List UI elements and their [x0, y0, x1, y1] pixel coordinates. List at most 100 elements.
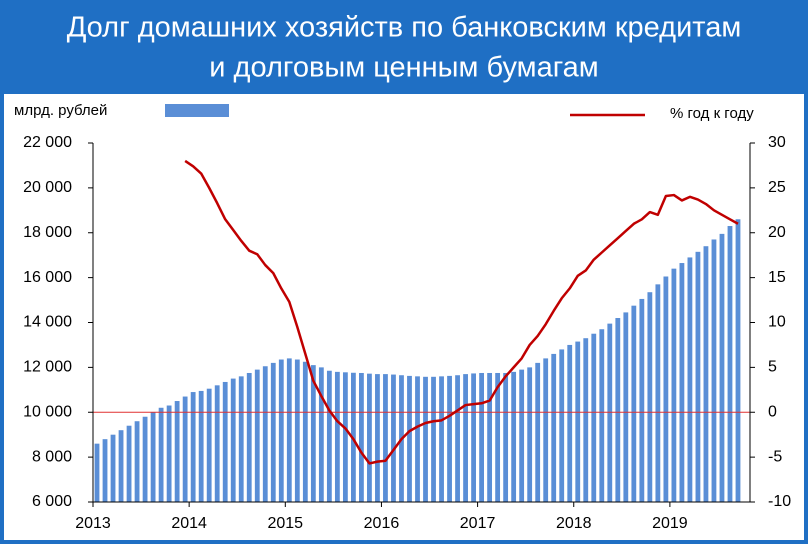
bar: [727, 226, 733, 503]
bar: [206, 388, 212, 502]
bar: [174, 401, 180, 502]
y-tick-label: 18 000: [23, 224, 72, 241]
bar: [367, 373, 372, 502]
bar: [118, 430, 124, 502]
bar: [190, 392, 196, 502]
bar: [647, 292, 653, 502]
chart-title: Долг домашних хозяйств по банковским кре…: [67, 12, 742, 44]
bar: [318, 367, 324, 502]
legend-swatch: [165, 104, 229, 117]
bar: [102, 439, 108, 502]
bar: [519, 369, 525, 502]
y2-tick-label: -10: [768, 493, 791, 510]
bar: [278, 359, 284, 502]
bar: [447, 375, 452, 502]
x-tick-label: 2018: [556, 515, 592, 532]
bar: [703, 246, 709, 502]
bar: [182, 396, 188, 502]
bar: [126, 425, 132, 502]
bar: [567, 344, 573, 502]
bar: [262, 366, 268, 502]
bar: [110, 434, 116, 502]
bar: [543, 358, 549, 502]
x-tick-label: 2019: [652, 515, 688, 532]
bar: [671, 268, 677, 502]
legend-label: млрд. рублей: [14, 102, 107, 119]
bar: [407, 375, 412, 502]
y2-tick-label: 5: [768, 359, 777, 376]
bar: [511, 371, 517, 502]
bar: [471, 373, 476, 502]
bar: [294, 359, 300, 502]
legend-label: % год к году: [670, 105, 754, 122]
bar: [591, 333, 597, 502]
bar: [663, 276, 669, 502]
bar: [150, 412, 156, 502]
bar: [679, 263, 685, 502]
x-tick-label: 2017: [460, 515, 496, 532]
bar: [254, 369, 260, 502]
y2-tick-label: 0: [768, 403, 777, 420]
bar: [94, 443, 100, 502]
bar: [310, 365, 316, 502]
bar: [383, 374, 388, 502]
bar: [575, 341, 581, 502]
bar: [286, 358, 292, 502]
bar: [599, 329, 605, 502]
bar: [527, 367, 533, 502]
bar: [735, 219, 741, 502]
bar: [222, 381, 228, 502]
y2-tick-label: 20: [768, 224, 786, 241]
bar: [583, 338, 589, 502]
bar: [431, 376, 436, 502]
bar: [423, 376, 428, 502]
bar: [142, 416, 148, 502]
bar: [455, 375, 460, 502]
bar: [391, 374, 396, 502]
y2-tick-label: 15: [768, 269, 786, 286]
x-tick-label: 2014: [171, 515, 207, 532]
y-tick-label: 6 000: [32, 493, 72, 510]
bar: [623, 312, 629, 502]
bar: [687, 257, 693, 502]
bar: [334, 371, 340, 502]
bar: [359, 372, 364, 502]
bar: [695, 251, 701, 502]
x-tick-label: 2016: [364, 515, 400, 532]
chart-title: и долговым ценным бумагам: [209, 52, 598, 84]
bar: [559, 349, 565, 502]
bar: [607, 323, 613, 502]
bar: [495, 372, 501, 502]
x-tick-label: 2015: [267, 515, 303, 532]
y-tick-label: 22 000: [23, 134, 72, 151]
y2-tick-label: 10: [768, 314, 786, 331]
line: [184, 159, 739, 465]
bar: [503, 372, 509, 502]
bar: [487, 372, 493, 502]
bar: [639, 298, 645, 502]
bar: [158, 407, 164, 502]
y-tick-label: 14 000: [23, 314, 72, 331]
bar: [134, 421, 140, 502]
bar: [535, 362, 541, 502]
bar: [214, 385, 220, 502]
bar: [302, 361, 308, 502]
y2-tick-label: 25: [768, 179, 786, 196]
bar: [655, 284, 661, 502]
bar: [631, 305, 637, 502]
bar: [342, 372, 348, 502]
y-tick-label: 12 000: [23, 359, 72, 376]
y-tick-label: 16 000: [23, 269, 72, 286]
y2-tick-label: -5: [768, 448, 782, 465]
bar: [711, 239, 717, 502]
bar: [198, 390, 204, 502]
bar: [463, 374, 468, 502]
bar: [270, 362, 276, 502]
bar: [246, 372, 252, 502]
bar: [238, 376, 244, 502]
bar: [415, 376, 420, 502]
x-tick-label: 2013: [75, 515, 111, 532]
bar: [230, 378, 236, 502]
bar: [719, 233, 725, 502]
